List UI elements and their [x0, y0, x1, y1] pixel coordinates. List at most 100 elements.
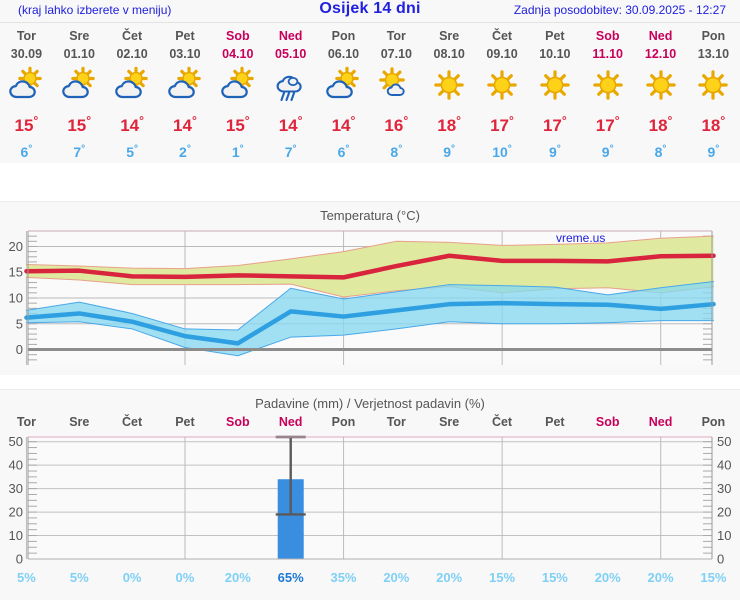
day-name-10: Pet — [528, 27, 581, 45]
day-tmin-9: 10° — [476, 139, 529, 164]
day-tmin-11: 9° — [581, 139, 634, 164]
day-name-label: Ned — [278, 29, 303, 43]
svg-text:15: 15 — [9, 265, 23, 280]
day-date-row: 30.09 01.10 02.10 03.10 04.10 05.10 06.10 07.10… — [0, 45, 740, 63]
degree-icon: ° — [561, 113, 567, 127]
day-date-label: 05.10 — [275, 47, 307, 61]
precip-probability-13: 15% — [700, 570, 727, 586]
day-date-12: 12.10 — [634, 45, 687, 63]
precip-day-label-9: Čet — [491, 415, 513, 430]
day-date-label: 04.10 — [222, 47, 254, 61]
precip-day-label-3: Pet — [175, 415, 195, 430]
tmax-value: 18° — [437, 113, 462, 135]
day-name-6: Pon — [317, 27, 370, 45]
degree-icon: ° — [451, 143, 456, 155]
page-header: (kraj lahko izberete v meniju) Osijek 14… — [0, 0, 740, 22]
day-weather-icon-cell-0 — [0, 63, 53, 107]
day-tmax-4: 15° — [211, 107, 264, 139]
day-name-label: Pon — [701, 29, 726, 43]
day-date-6: 06.10 — [317, 45, 370, 63]
day-name-label: Pet — [545, 29, 565, 43]
chart-gap-divider — [0, 389, 740, 391]
day-name-label: Tor — [16, 29, 37, 43]
day-date-3: 03.10 — [159, 45, 212, 63]
day-name-3: Pet — [159, 27, 212, 45]
precipitation-plot-wrap: 0 0 10 10 20 20 30 30 40 40 50 50 — [0, 431, 740, 568]
day-name-label: Pon — [331, 29, 356, 43]
tmax-value: 17° — [542, 113, 567, 135]
day-weather-icon-cell-8 — [423, 63, 476, 107]
day-tmax-1: 15° — [53, 107, 106, 139]
partly-cloudy-icon — [115, 66, 148, 99]
precip-day-label-0: Tor — [16, 415, 37, 430]
precipitation-chart-title-text: Padavine (mm) / Verjetnost padavin (%) — [255, 396, 485, 412]
location-hint: (kraj lahko izberete v meniju) — [18, 3, 172, 17]
precip-day-label-8: Sre — [439, 415, 460, 430]
day-date-label: 07.10 — [380, 47, 412, 61]
degree-icon: ° — [556, 143, 561, 155]
partly-cloudy-icon — [326, 66, 360, 99]
tmax-value: 14° — [120, 113, 145, 135]
day-tmax-9: 17° — [476, 107, 529, 139]
degree-icon: ° — [133, 143, 139, 155]
tmin-value: 1° — [231, 143, 244, 161]
precip-probability-1: 5% — [69, 570, 89, 586]
day-name-1: Sre — [53, 27, 106, 45]
precip-day-label-1: Sre — [69, 415, 90, 430]
day-date-label: 08.10 — [433, 47, 465, 61]
tmin-value: 9° — [443, 143, 456, 161]
svg-text:10: 10 — [9, 528, 23, 543]
tmin-value: 7° — [284, 143, 297, 161]
temperature-chart-title: Temperatura (°C) — [0, 202, 740, 225]
degree-icon: ° — [403, 113, 409, 127]
day-name-11: Sob — [581, 27, 634, 45]
last-update-text: Zadnja posodobitev: 30.09.2025 - 12:27 — [513, 3, 726, 17]
day-name-label: Sob — [225, 29, 250, 43]
day-weather-icon-cell-2 — [106, 63, 159, 107]
day-date-10: 10.10 — [528, 45, 581, 63]
day-tmax-13: 18° — [687, 107, 740, 139]
day-tmax-8: 18° — [423, 107, 476, 139]
day-tmin-4: 1° — [211, 139, 264, 164]
day-name-label: Tor — [386, 29, 406, 43]
day-name-0: Tor — [0, 27, 53, 45]
svg-text:0: 0 — [16, 342, 23, 357]
partly-cloudy-icon — [168, 66, 201, 99]
day-weather-icon-cell-1 — [53, 63, 106, 107]
day-weather-icon-cell-3 — [159, 63, 212, 107]
section-gap-divider — [0, 201, 740, 203]
day-date-label: 03.10 — [169, 47, 201, 61]
precip-day-label-13: Pon — [701, 415, 726, 430]
day-name-label: Sob — [595, 29, 620, 43]
day-tmin-row: 6° 7° 5° 2° 1° 7° 6° 8° 9° 10° 9° 9° 8° 9° — [0, 139, 740, 164]
svg-text:10: 10 — [9, 291, 23, 306]
sun-icon — [645, 70, 676, 100]
precip-day-label-11: Sob — [595, 415, 620, 430]
rain-icon — [276, 75, 302, 102]
precip-probability-6: 35% — [330, 570, 357, 586]
tmin-value: 8° — [390, 143, 403, 161]
svg-text:50: 50 — [717, 435, 731, 450]
partly-cloudy-icon — [220, 66, 254, 99]
degree-icon: ° — [86, 113, 92, 127]
degree-icon: ° — [662, 143, 667, 155]
precipitation-day-row: Tor Sre Čet Pet Sob Ned Pon Tor Sre Čet Pet Sob Ned P… — [0, 413, 740, 431]
partly-cloudy-icon — [9, 66, 43, 99]
precip-probability-10: 15% — [541, 570, 568, 586]
day-weather-icon-cell-12 — [634, 63, 687, 107]
sun-icon — [540, 70, 570, 100]
degree-icon: ° — [139, 113, 145, 127]
precip-probability-4: 20% — [224, 570, 251, 586]
day-name-5: Ned — [264, 27, 317, 45]
day-tmin-3: 2° — [159, 139, 212, 164]
tmax-value: 15° — [14, 113, 39, 135]
degree-icon: ° — [350, 113, 356, 127]
tmin-value: 2° — [179, 143, 191, 161]
temperature-plot: 0 5 10 15 20 — [9, 230, 716, 366]
precip-probability-9: 15% — [489, 570, 516, 586]
day-name-9: Čet — [476, 27, 529, 45]
svg-text:20: 20 — [717, 505, 731, 520]
degree-icon: ° — [191, 113, 197, 127]
day-tmin-0: 6° — [0, 139, 53, 164]
day-date-label: 10.10 — [539, 47, 571, 61]
